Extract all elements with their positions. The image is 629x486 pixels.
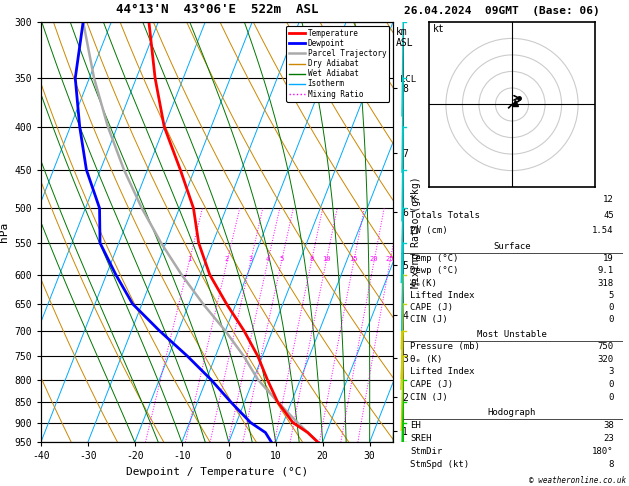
Text: 2: 2 <box>225 256 229 262</box>
Text: 1: 1 <box>187 256 191 262</box>
Y-axis label: Mixing Ratio (g/kg): Mixing Ratio (g/kg) <box>411 176 421 288</box>
Text: Surface: Surface <box>493 242 531 251</box>
Text: 180°: 180° <box>593 447 614 456</box>
Text: Temp (°C): Temp (°C) <box>410 254 459 263</box>
Text: Pressure (mb): Pressure (mb) <box>410 342 480 351</box>
Text: Most Unstable: Most Unstable <box>477 330 547 339</box>
Text: CAPE (J): CAPE (J) <box>410 380 453 389</box>
Text: © weatheronline.co.uk: © weatheronline.co.uk <box>529 475 626 485</box>
Text: kt: kt <box>433 24 445 34</box>
Text: 0: 0 <box>608 315 614 324</box>
Text: 44°13'N  43°06'E  522m  ASL: 44°13'N 43°06'E 522m ASL <box>116 3 318 16</box>
Text: 318: 318 <box>598 278 614 288</box>
Text: Lifted Index: Lifted Index <box>410 291 475 300</box>
Text: 23: 23 <box>603 434 614 443</box>
Text: 45: 45 <box>603 210 614 220</box>
Text: 4: 4 <box>265 256 270 262</box>
Text: 5: 5 <box>279 256 284 262</box>
Text: K: K <box>410 195 416 204</box>
Text: 3: 3 <box>608 367 614 377</box>
Text: CIN (J): CIN (J) <box>410 393 448 401</box>
Text: 20: 20 <box>370 256 378 262</box>
Text: 3: 3 <box>248 256 252 262</box>
Text: 25: 25 <box>386 256 394 262</box>
Text: 0: 0 <box>608 380 614 389</box>
Text: 0: 0 <box>608 393 614 401</box>
Text: 1.54: 1.54 <box>593 226 614 235</box>
Text: 15: 15 <box>349 256 358 262</box>
Text: LCL: LCL <box>400 75 416 84</box>
Y-axis label: hPa: hPa <box>0 222 9 242</box>
Text: Totals Totals: Totals Totals <box>410 210 480 220</box>
Text: Hodograph: Hodograph <box>488 408 536 417</box>
Text: θₑ (K): θₑ (K) <box>410 355 442 364</box>
Text: km
ASL: km ASL <box>396 27 414 48</box>
Text: 10: 10 <box>322 256 330 262</box>
Text: 12: 12 <box>603 195 614 204</box>
Text: 320: 320 <box>598 355 614 364</box>
Text: θₑ(K): θₑ(K) <box>410 278 437 288</box>
Text: 38: 38 <box>603 421 614 430</box>
Text: 9.1: 9.1 <box>598 266 614 276</box>
Text: CIN (J): CIN (J) <box>410 315 448 324</box>
Text: EH: EH <box>410 421 421 430</box>
Text: 8: 8 <box>309 256 313 262</box>
Legend: Temperature, Dewpoint, Parcel Trajectory, Dry Adiabat, Wet Adiabat, Isotherm, Mi: Temperature, Dewpoint, Parcel Trajectory… <box>286 26 389 102</box>
Text: PW (cm): PW (cm) <box>410 226 448 235</box>
Text: 5: 5 <box>608 291 614 300</box>
Text: Dewp (°C): Dewp (°C) <box>410 266 459 276</box>
Text: Lifted Index: Lifted Index <box>410 367 475 377</box>
Text: StmDir: StmDir <box>410 447 442 456</box>
Text: 0: 0 <box>608 303 614 312</box>
Text: 19: 19 <box>603 254 614 263</box>
Text: 26.04.2024  09GMT  (Base: 06): 26.04.2024 09GMT (Base: 06) <box>404 6 600 16</box>
Text: SREH: SREH <box>410 434 431 443</box>
X-axis label: Dewpoint / Temperature (°C): Dewpoint / Temperature (°C) <box>126 467 308 477</box>
Text: 8: 8 <box>608 460 614 469</box>
Text: 750: 750 <box>598 342 614 351</box>
Text: StmSpd (kt): StmSpd (kt) <box>410 460 469 469</box>
Text: CAPE (J): CAPE (J) <box>410 303 453 312</box>
